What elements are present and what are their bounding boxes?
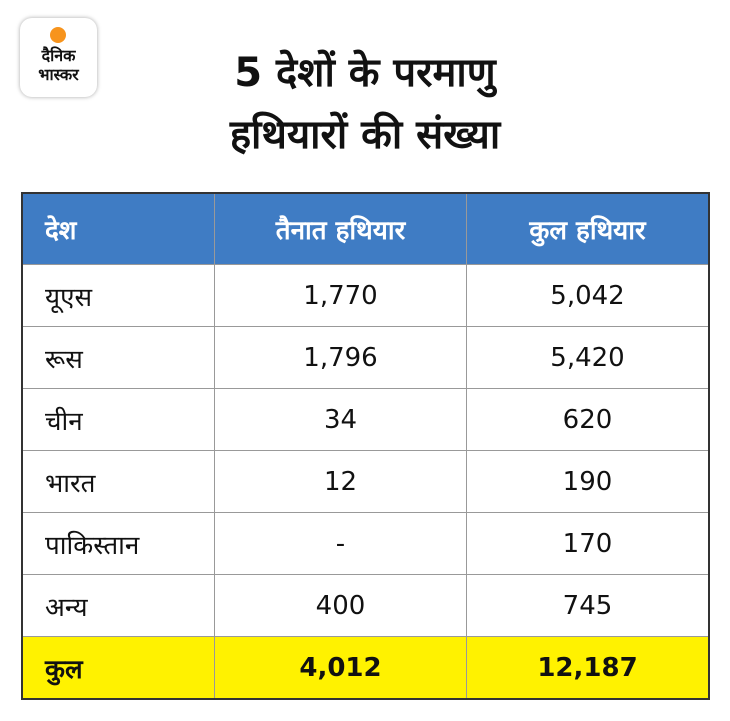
total-row: कुल 4,012 12,187 (21, 636, 710, 700)
table-cell: - (214, 512, 467, 575)
table-cell: 190 (466, 450, 710, 513)
total-cell: 4,012 (214, 636, 467, 700)
logo-line: दैनिक (41, 46, 76, 65)
table-row: अन्य 400 745 (21, 574, 710, 637)
table-row: यूएस 1,770 5,042 (21, 264, 710, 327)
table-cell: 170 (466, 512, 710, 575)
title-line: हथियारों की संख्या (229, 112, 501, 158)
table-row: भारत 12 190 (21, 450, 710, 513)
table: देश तैनात हथियार कुल हथियार यूएस 1,770 5,042 र… (21, 192, 710, 700)
table-cell: 620 (466, 388, 710, 451)
logo-text: दैनिक भास्कर (20, 46, 97, 84)
column-header: देश (21, 192, 215, 265)
table-cell: पाकिस्तान (21, 512, 215, 575)
logo-line: भास्कर (38, 65, 79, 84)
column-header: तैनात हथियार (214, 192, 467, 265)
table-row: चीन 34 620 (21, 388, 710, 451)
column-header: कुल हथियार (466, 192, 710, 265)
table-cell: 5,420 (466, 326, 710, 389)
table-cell: 1,796 (214, 326, 467, 389)
header-row: देश तैनात हथियार कुल हथियार (21, 192, 710, 265)
table-row: रूस 1,796 5,420 (21, 326, 710, 389)
table-cell: रूस (21, 326, 215, 389)
table-cell: 1,770 (214, 264, 467, 327)
total-cell: कुल (21, 636, 215, 700)
table-cell: 34 (214, 388, 467, 451)
table-cell: चीन (21, 388, 215, 451)
logo-dot (50, 27, 66, 43)
table-cell: यूएस (21, 264, 215, 327)
table-row: पाकिस्तान -170 (21, 512, 710, 575)
table-cell: अन्य (21, 574, 215, 637)
table-cell: 5,042 (466, 264, 710, 327)
table-cell: 745 (466, 574, 710, 637)
title: 5 देशों के परमाणु हथियारों की संख्या (110, 42, 620, 166)
title-line: 5 देशों के परमाणु (234, 50, 496, 96)
table-cell: 12 (214, 450, 467, 513)
table-cell: भारत (21, 450, 215, 513)
total-cell: 12,187 (466, 636, 710, 700)
table-cell: 400 (214, 574, 467, 637)
logo: दैनिक भास्कर (20, 18, 97, 97)
